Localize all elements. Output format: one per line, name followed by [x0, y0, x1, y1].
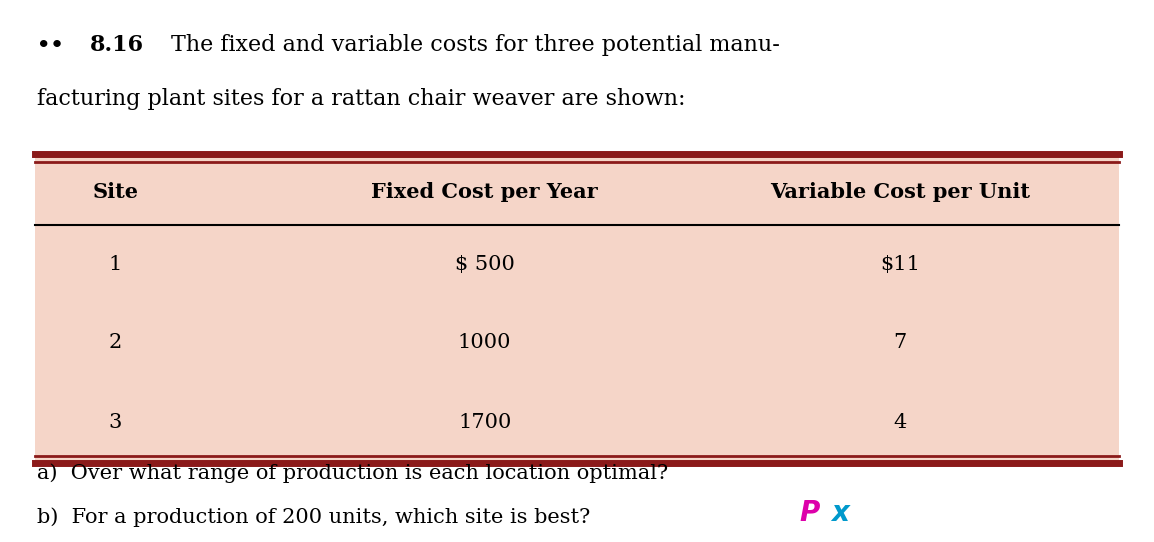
Text: $ 500: $ 500 [455, 255, 515, 274]
Text: Variable Cost per Unit: Variable Cost per Unit [770, 183, 1031, 202]
Text: x: x [831, 499, 848, 527]
Text: $11: $11 [881, 255, 920, 274]
Text: ••: •• [37, 35, 63, 55]
Text: 8.16: 8.16 [90, 34, 144, 56]
Text: b)  For a production of 200 units, which site is best?: b) For a production of 200 units, which … [37, 507, 604, 527]
Text: 1000: 1000 [458, 333, 511, 352]
Text: 1700: 1700 [458, 413, 511, 433]
Text: 3: 3 [108, 413, 122, 433]
FancyBboxPatch shape [35, 154, 1119, 463]
Text: 4: 4 [893, 413, 907, 433]
Text: Fixed Cost per Year: Fixed Cost per Year [372, 183, 598, 202]
Text: Site: Site [92, 183, 138, 202]
Text: 7: 7 [893, 333, 907, 352]
Text: P: P [800, 499, 820, 527]
Text: 2: 2 [108, 333, 122, 352]
Text: a)  Over what range of production is each location optimal?: a) Over what range of production is each… [37, 464, 668, 483]
Text: facturing plant sites for a rattan chair weaver are shown:: facturing plant sites for a rattan chair… [37, 88, 685, 110]
Text: 1: 1 [108, 255, 122, 274]
Text: The fixed and variable costs for three potential manu-: The fixed and variable costs for three p… [171, 34, 780, 56]
